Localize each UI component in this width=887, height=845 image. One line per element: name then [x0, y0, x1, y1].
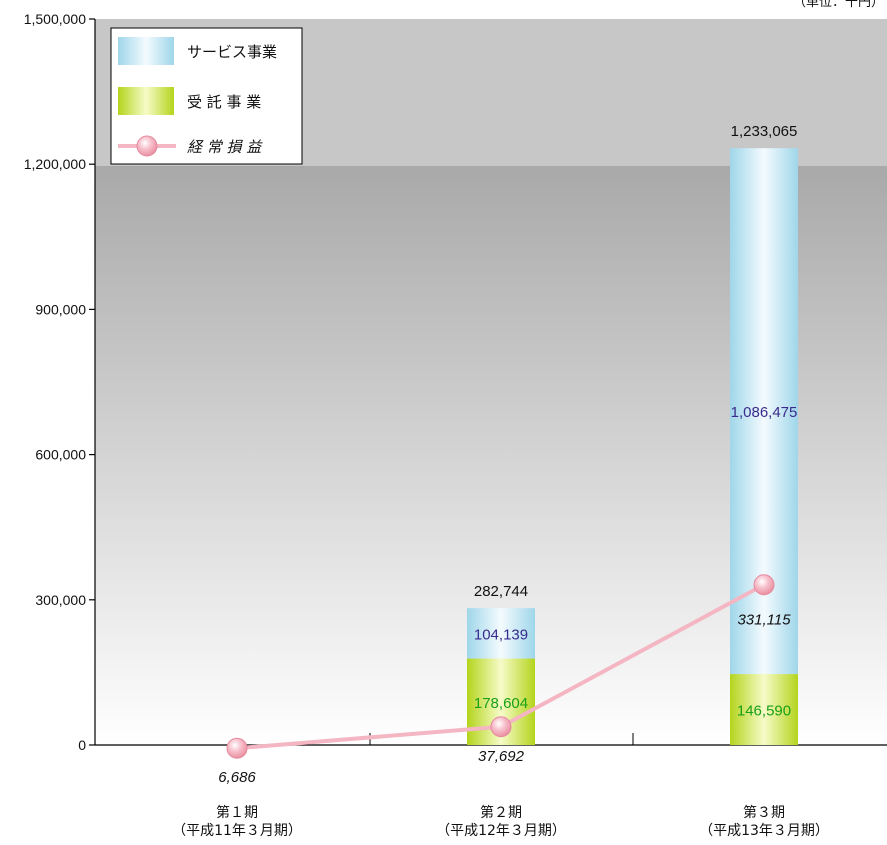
service-value-label: 104,139: [474, 626, 528, 643]
bars-group: 282,744 104,139 178,604 1,233,065 1,086,475 1…: [467, 123, 798, 745]
category-label-period: 第３期: [743, 804, 785, 821]
category-label-period: 第１期: [216, 804, 258, 821]
service-value-label: 1,086,475: [731, 404, 798, 421]
y-tick-label: 1,200,000: [24, 156, 86, 172]
category-label-fiscal-year: （平成11年３月期）: [172, 823, 302, 839]
y-tick-label: 600,000: [35, 447, 86, 463]
profit-value-label: 331,115: [737, 612, 791, 629]
bar-total-label: 282,744: [474, 583, 528, 600]
bar-service-segment: [467, 608, 535, 659]
y-tick-label: 900,000: [35, 301, 86, 317]
profit-value-label: 37,692: [478, 748, 525, 765]
legend-label-trust: 受 託 事 業: [187, 93, 261, 111]
bar-total-label: 1,233,065: [731, 123, 798, 140]
y-tick-label: 300,000: [35, 592, 86, 608]
legend-swatch-service: [118, 37, 174, 65]
category-label-fiscal-year: （平成12年３月期）: [436, 823, 566, 839]
category-label-period: 第２期: [480, 804, 522, 821]
legend: サービス事業 受 託 事 業 経 常 損 益: [110, 27, 303, 165]
legend-marker-profit: [136, 135, 158, 157]
y-tick-label: 1,500,000: [24, 11, 86, 27]
category-labels: 第１期 （平成11年３月期） 第２期 （平成12年３月期） 第３期 （平成13年３月期）: [172, 804, 829, 839]
ordinary-profit-line-group: 6,686 37,692 331,115: [218, 574, 791, 786]
bar-trust-segment: [730, 674, 798, 745]
unit-label: （単位：千円）: [793, 0, 884, 10]
legend-label-profit: 経 常 損 益: [187, 138, 263, 156]
profit-marker: [226, 737, 248, 759]
profit-marker: [490, 716, 512, 738]
legend-label-service: サービス事業: [187, 43, 277, 61]
profit-marker: [753, 574, 775, 596]
category-label-fiscal-year: （平成13年３月期）: [699, 823, 829, 839]
trust-value-label: 146,590: [737, 703, 791, 720]
y-axis-ticks: 0 300,000 600,000 900,000 1,200,000 1,500,000: [24, 11, 95, 753]
profit-value-label: 6,686: [218, 769, 256, 786]
legend-swatch-trust: [118, 87, 174, 115]
trust-value-label: 178,604: [474, 695, 528, 712]
y-tick-label: 0: [78, 737, 86, 753]
